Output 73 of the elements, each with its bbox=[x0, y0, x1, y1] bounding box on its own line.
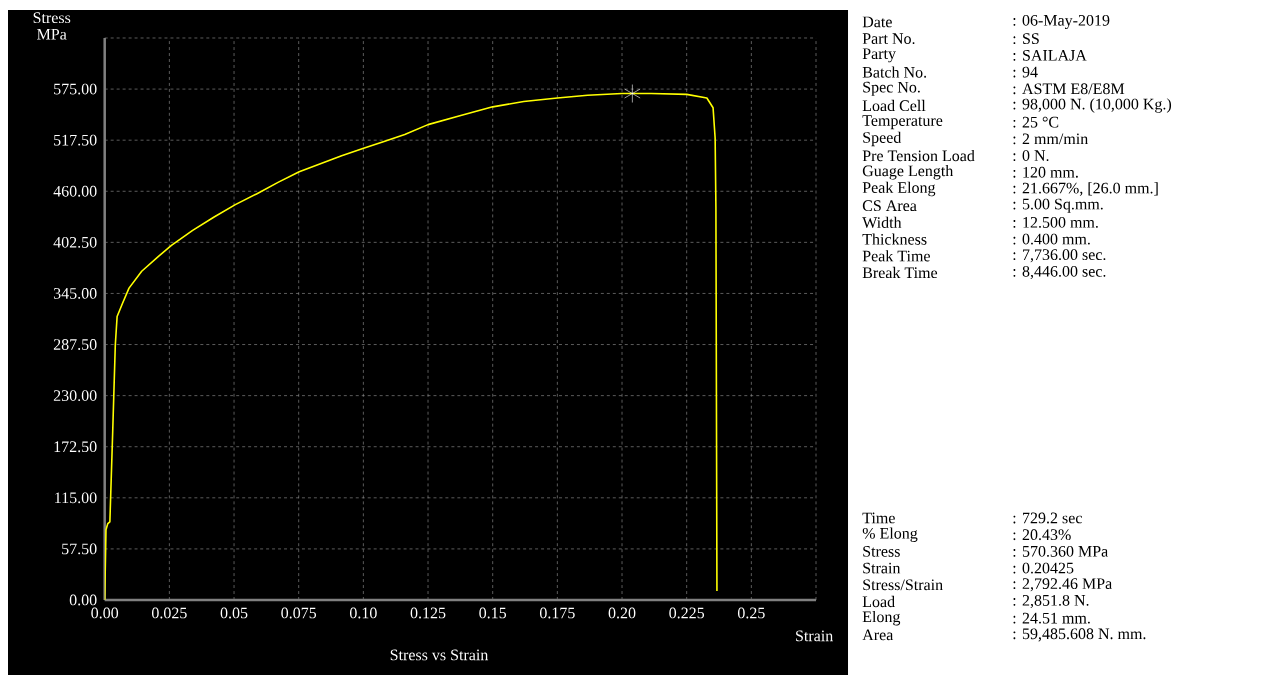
text: : 7,736.00 sec. bbox=[1013, 249, 1106, 263]
y-tick-label: 345.00 bbox=[53, 288, 97, 299]
x-tick-label: 0.225 bbox=[669, 607, 705, 619]
y-tick-label: 172.50 bbox=[54, 441, 97, 453]
text: Pre Tension Load bbox=[862, 149, 975, 162]
text: : 2,851.8 N. bbox=[1013, 594, 1089, 609]
text: Party bbox=[862, 48, 896, 63]
text: : 570.360 MPa bbox=[1013, 545, 1108, 557]
y-tick-label: 57.50 bbox=[62, 543, 97, 555]
text: : 2 mm/min bbox=[1013, 133, 1088, 145]
x-tick-label: 0.025 bbox=[151, 607, 187, 619]
text: : SAILAJA bbox=[1013, 49, 1087, 61]
text: Strain bbox=[863, 562, 901, 574]
text: Date bbox=[862, 16, 892, 28]
x-tick-label: 0.20 bbox=[608, 607, 636, 619]
text: : 120 mm. bbox=[1013, 166, 1078, 178]
text: Batch No. bbox=[862, 66, 927, 78]
text: : 24.51 mm. bbox=[1013, 612, 1090, 624]
x-tick-label: 0.00 bbox=[91, 607, 119, 619]
y-tick-label: 402.50 bbox=[53, 236, 97, 248]
y-tick-label: 0.00 bbox=[69, 594, 97, 606]
text: : 0.400 mm. bbox=[1013, 233, 1090, 245]
text: : 12.500 mm. bbox=[1013, 216, 1098, 228]
text: % Elong bbox=[862, 527, 918, 542]
x-tick-label: 0.05 bbox=[220, 607, 248, 619]
text: : 729.2 sec bbox=[1013, 512, 1082, 524]
text: Stress vs Strain bbox=[390, 649, 489, 661]
text: Width bbox=[862, 216, 902, 229]
text: : 5.00 Sq.mm. bbox=[1013, 198, 1103, 213]
text: Speed bbox=[863, 131, 902, 147]
text: Area bbox=[862, 629, 894, 641]
y-tick-label: 230.00 bbox=[53, 390, 97, 402]
y-axis-title: Stress MPa bbox=[33, 12, 71, 40]
x-tick-label: 0.075 bbox=[281, 607, 317, 619]
x-tick-label: 0.25 bbox=[737, 607, 765, 619]
text: CS Area bbox=[862, 200, 917, 212]
text: Spec No. bbox=[863, 81, 920, 96]
text: : 06-May-2019 bbox=[1013, 14, 1110, 30]
text: Load Cell bbox=[862, 99, 926, 112]
y-tick-label: 287.50 bbox=[53, 339, 97, 350]
text: Guage Length bbox=[862, 165, 954, 180]
y-tick-label: 517.50 bbox=[54, 134, 97, 146]
text: Elong bbox=[862, 610, 901, 626]
text: : 0 N. bbox=[1013, 150, 1049, 162]
text: : 8,446.00 sec. bbox=[1013, 265, 1106, 280]
text: : 20.43% bbox=[1013, 529, 1071, 541]
text: : 2,792.46 MPa bbox=[1013, 578, 1112, 592]
text: Time bbox=[862, 512, 895, 524]
text: Part No. bbox=[862, 33, 915, 45]
text: Break Time bbox=[862, 266, 938, 279]
text: Peak Time bbox=[862, 250, 930, 262]
text: Temperature bbox=[862, 115, 943, 130]
text: : 21.667%, [26.0 mm.] bbox=[1013, 182, 1158, 196]
text: Stress bbox=[863, 546, 900, 557]
text: Thickness bbox=[862, 233, 927, 245]
text: : ASTM E8/E8M bbox=[1013, 83, 1125, 95]
x-axis-title: Strain bbox=[796, 630, 834, 642]
text: : SS bbox=[1013, 33, 1039, 45]
x-tick-label: 0.125 bbox=[410, 607, 446, 619]
y-tick-label: 460.00 bbox=[53, 185, 97, 197]
text: Load bbox=[862, 595, 895, 608]
text: : 25 °C bbox=[1013, 116, 1059, 128]
text: : 59,485.608 N. mm. bbox=[1013, 628, 1146, 642]
text: : 94 bbox=[1013, 66, 1038, 78]
y-tick-label: 575.00 bbox=[54, 83, 97, 95]
text: Stress/Strain bbox=[863, 579, 943, 591]
text: Peak Elong bbox=[862, 181, 936, 197]
x-tick-label: 0.175 bbox=[539, 607, 575, 619]
x-tick-label: 0.10 bbox=[349, 607, 377, 619]
text: : 0.20425 bbox=[1013, 562, 1074, 574]
y-tick-label: 115.00 bbox=[55, 492, 97, 504]
text: : 98,000 N. (10,000 Kg.) bbox=[1013, 98, 1172, 113]
x-tick-label: 0.15 bbox=[479, 607, 507, 619]
